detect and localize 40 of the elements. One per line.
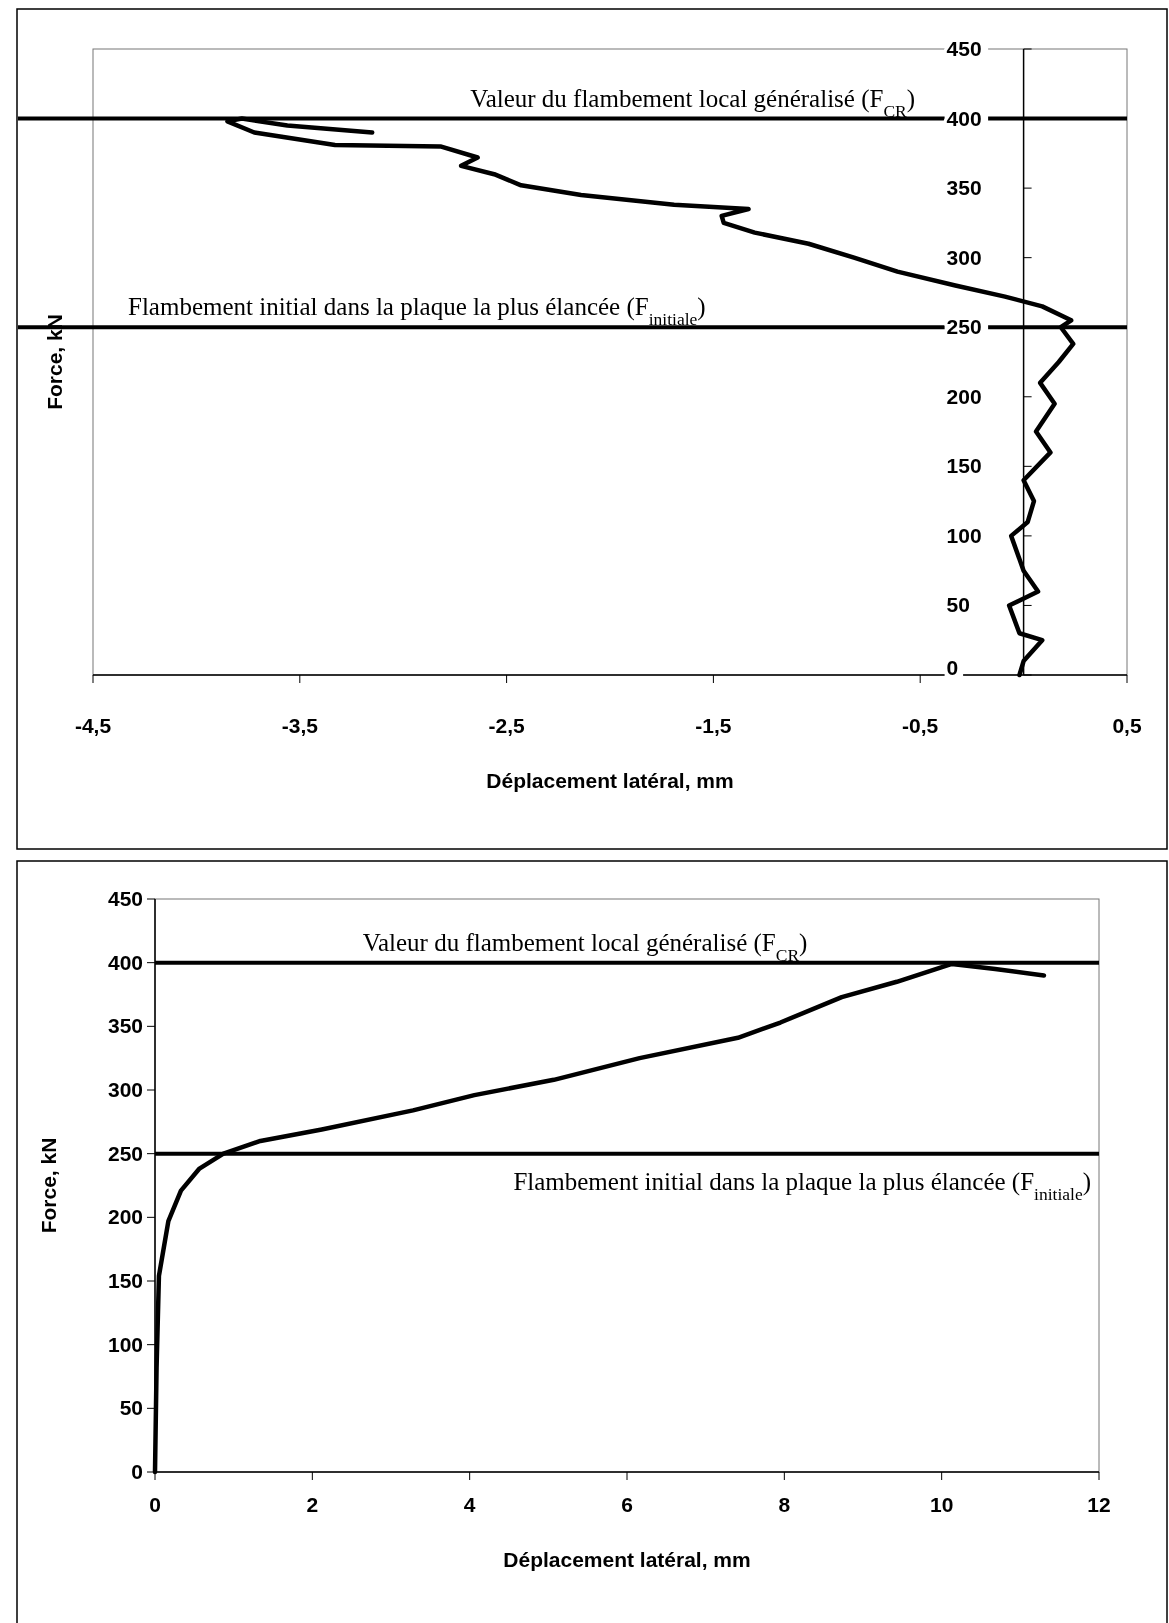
y-tick-label: 0 [946, 656, 959, 679]
y-tick-label: 400 [107, 950, 143, 974]
y-tick-label: 200 [946, 384, 982, 408]
y-tick-label: 100 [107, 1332, 143, 1356]
y-tick-label: 100 [946, 523, 982, 547]
x-tick-label: -1,5 [695, 714, 732, 737]
y-tick-label: 350 [946, 176, 982, 200]
ref-line-label: Flambement initial dans la plaque la plus élancée (F$_{initiale}$) [128, 293, 706, 330]
y-tick-label: 200 [107, 1205, 143, 1229]
y-tick-label: 300 [107, 1078, 143, 1101]
x-axis-title: Déplacement latéral, mm [503, 1548, 751, 1571]
y-tick-label: 400 [946, 106, 982, 130]
x-tick-label: -4,5 [74, 714, 112, 737]
ref-line-label: Valeur du flambement local généralisé (F$_{CR}$) [362, 928, 808, 965]
y-tick-label: 300 [946, 245, 982, 269]
ref-line-label: Flambement initial dans la plaque la plus élancée (F$_{initiale}$) [513, 1167, 1091, 1204]
ref-line-label: Valeur du flambement local généralisé (F$_{CR}$) [470, 84, 916, 121]
y-tick-label: 350 [107, 1014, 143, 1038]
y-tick-label: 50 [119, 1396, 143, 1420]
x-tick-label: 10 [929, 1493, 954, 1516]
y-tick-label: 450 [107, 887, 143, 910]
y-tick-label: 250 [107, 1141, 143, 1165]
x-tick-label: 0,5 [1112, 714, 1142, 737]
y-tick-label: 150 [946, 454, 982, 478]
x-tick-label: 12 [1087, 1493, 1111, 1516]
y-tick-label: 50 [946, 593, 970, 617]
y-axis-title: Force, kN [37, 1137, 60, 1234]
y-tick-label: 150 [107, 1269, 143, 1292]
x-tick-label: 4 [463, 1493, 476, 1516]
x-axis-title: Déplacement latéral, mm [486, 769, 734, 792]
x-tick-label: 8 [778, 1493, 791, 1516]
x-tick-label: 0 [149, 1493, 161, 1516]
x-tick-label: 6 [621, 1493, 633, 1516]
y-tick-label: 0 [131, 1460, 143, 1483]
y-tick-label: 250 [946, 315, 982, 339]
x-tick-label: -2,5 [488, 714, 526, 737]
x-tick-label: 2 [306, 1493, 319, 1516]
x-tick-label: -0,5 [902, 714, 939, 737]
x-tick-label: -3,5 [281, 714, 319, 737]
y-tick-label: 450 [946, 37, 982, 60]
